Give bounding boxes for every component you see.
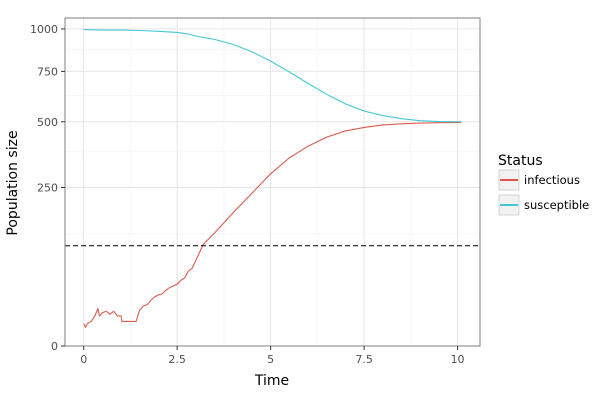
y-tick-label: 500: [37, 116, 58, 129]
series-line-infectious: [83, 121, 462, 328]
x-tick-label: 7.5: [355, 353, 373, 366]
x-tick-label: 2.5: [168, 353, 186, 366]
minor-gridlines: [65, 18, 480, 346]
x-tick-label: 10: [451, 353, 465, 366]
legend-title: Status: [498, 153, 543, 169]
x-axis-title: Time: [254, 373, 289, 389]
legend-label-susceptible: susceptible: [524, 198, 589, 212]
y-tick-label: 750: [37, 65, 58, 78]
y-axis-ticks: 0 250 500 750 1000: [30, 23, 65, 353]
x-tick-label: 5: [267, 353, 274, 366]
x-axis-ticks: 0 2.5 5 7.5 10: [80, 346, 465, 366]
panel-border: [64, 17, 481, 347]
panel-background: [65, 18, 480, 346]
legend: Status infectious susceptible: [498, 153, 589, 216]
series-line-susceptible: [83, 29, 462, 123]
legend-label-infectious: infectious: [524, 173, 580, 187]
y-tick-label: 0: [51, 340, 58, 353]
series-lines: [83, 29, 462, 328]
x-tick-label: 0: [80, 353, 87, 366]
y-axis-title: Population size: [5, 130, 21, 235]
y-tick-label: 1000: [30, 23, 58, 36]
y-tick-label: 250: [37, 181, 58, 194]
